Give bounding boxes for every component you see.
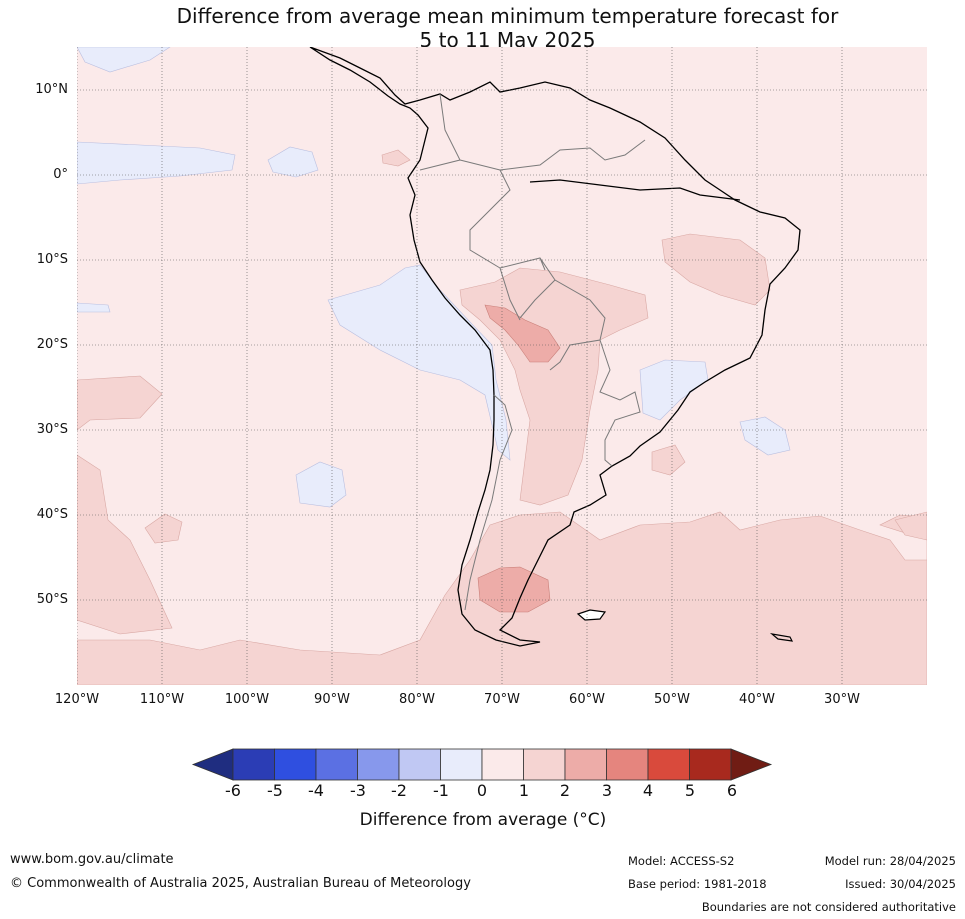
lon-label-110w: 110°W <box>139 692 185 707</box>
graticule <box>77 47 927 685</box>
colorbar-tick: -5 <box>267 781 283 800</box>
footer-base-period: Base period: 1981-2018 <box>628 877 767 891</box>
lon-label-70w: 70°W <box>484 692 520 707</box>
lat-label-50s: 50°S <box>36 592 68 607</box>
amazon-river <box>529 179 741 201</box>
colorbar-extend-low <box>191 748 234 781</box>
colorbar-segment <box>315 748 358 781</box>
colorbar-tick: 0 <box>476 781 488 800</box>
lat-label-30s: 30°S <box>36 422 68 437</box>
colorbar-tick: 3 <box>601 781 613 800</box>
lon-label-100w: 100°W <box>224 692 270 707</box>
footer-url[interactable]: www.bom.gov.au/climate <box>10 852 174 867</box>
lon-label-40w: 40°W <box>739 692 775 707</box>
colorbar-segment <box>232 748 275 781</box>
colorbar-segment <box>398 748 441 781</box>
footer-disclaimer: Boundaries are not considered authoritat… <box>701 900 956 914</box>
warm-region-south-brazil <box>651 444 686 476</box>
falkland-islands <box>576 609 607 621</box>
warm-region-patagonia-core <box>477 566 551 613</box>
colorbar-tick: 2 <box>559 781 571 800</box>
lon-label-120w: 120°W <box>54 692 100 707</box>
lat-label-10n: 10°N <box>35 82 68 97</box>
lat-label-40s: 40°S <box>36 507 68 522</box>
colorbar-tick: -1 <box>433 781 449 800</box>
colorbar-segment <box>564 748 607 781</box>
colorbar-segment <box>606 748 649 781</box>
colorbar-segment <box>481 748 524 781</box>
cool-region-south-atlantic <box>739 416 791 456</box>
colorbar-tick: 5 <box>684 781 696 800</box>
footer-model: Model: ACCESS-S2 <box>628 854 735 868</box>
colorbar-extend-high <box>730 748 773 781</box>
colorbar-title: Difference from average (°C) <box>359 810 607 830</box>
south-georgia <box>769 633 794 642</box>
lon-label-50w: 50°W <box>654 692 690 707</box>
colorbar-segment <box>357 748 400 781</box>
lon-label-30w: 30°W <box>824 692 860 707</box>
chart-title: Difference from average mean minimum tem… <box>0 4 965 52</box>
colorbar-tick: 4 <box>642 781 654 800</box>
lat-label-20s: 20°S <box>36 337 68 352</box>
colorbar-tick: 6 <box>726 781 738 800</box>
lat-label-10s: 10°S <box>36 252 68 267</box>
colorbar-segment <box>689 748 732 781</box>
cool-region-peru-coast <box>327 264 511 461</box>
warm-region-small-north <box>381 149 411 167</box>
warm-region-brazil-east <box>661 233 771 306</box>
country-borders <box>419 93 646 611</box>
lon-label-60w: 60°W <box>569 692 605 707</box>
colorbar-tick: -4 <box>308 781 324 800</box>
colorbar-segment <box>440 748 483 781</box>
colorbar-tick: -6 <box>225 781 241 800</box>
colorbar-segment <box>274 748 317 781</box>
footer-model-run: Model run: 28/04/2025 <box>824 854 956 868</box>
colorbar-tick: -3 <box>350 781 366 800</box>
colorbar-tick: 1 <box>518 781 530 800</box>
colorbar-segment <box>523 748 566 781</box>
lon-label-80w: 80°W <box>399 692 435 707</box>
cool-region-equatorial-pacific <box>77 141 236 185</box>
colorbar <box>191 748 773 781</box>
warm-region-west-blob <box>144 513 183 544</box>
cool-region-south-pacific <box>295 461 347 508</box>
footer-issued: Issued: 30/04/2025 <box>845 877 956 891</box>
colorbar-segment <box>647 748 690 781</box>
footer-copyright: © Commonwealth of Australia 2025, Austra… <box>10 876 471 891</box>
colorbar-tick: -2 <box>391 781 407 800</box>
warm-region-southwest-pacific <box>77 375 173 635</box>
cool-region-galapagos <box>267 146 319 178</box>
cool-region-west-edge <box>77 302 111 313</box>
title-line-1: Difference from average mean minimum tem… <box>176 4 839 28</box>
map-area <box>77 47 927 685</box>
lat-label-0: 0° <box>53 167 68 182</box>
lon-label-90w: 90°W <box>314 692 350 707</box>
warm-region-far-east <box>894 511 927 541</box>
cool-region-north <box>77 47 171 73</box>
